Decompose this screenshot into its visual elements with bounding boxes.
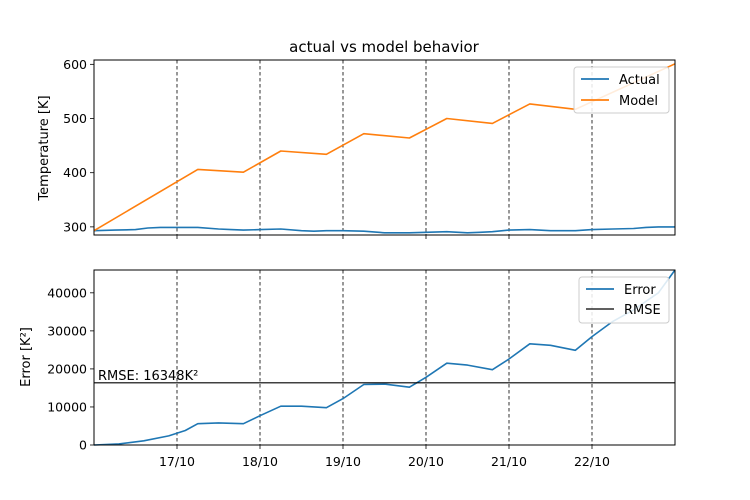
top-y-ticks: 300 400 500 600 bbox=[63, 57, 94, 234]
top-chart-title: actual vs model behavior bbox=[289, 38, 480, 56]
legend-label-actual: Actual bbox=[619, 73, 660, 88]
bottom-y-axis-label: Error [K²] bbox=[19, 327, 34, 387]
top-y-tick-label: 400 bbox=[63, 165, 87, 180]
bottom-x-tick-label: 21/10 bbox=[491, 454, 527, 469]
rmse-annotation: RMSE: 16348K² bbox=[98, 369, 198, 384]
bottom-series-layer bbox=[93, 269, 676, 446]
top-y-tick-label: 600 bbox=[63, 57, 87, 72]
bottom-y-tick-label: 20000 bbox=[47, 361, 87, 376]
bottom-x-tick-label: 18/10 bbox=[242, 454, 278, 469]
bottom-y-tick-label: 10000 bbox=[47, 399, 87, 414]
bottom-panel: 0 10000 20000 30000 40000 17/10 18/10 19/10 20/… bbox=[19, 269, 676, 469]
bottom-x-tick-label: 22/10 bbox=[574, 454, 610, 469]
series-line-error bbox=[93, 269, 676, 446]
bottom-legend: Error RMSE bbox=[578, 276, 670, 324]
top-panel: actual vs model behavior 300 400 500 600 Te… bbox=[37, 38, 676, 239]
bottom-y-tick-label: 30000 bbox=[47, 323, 87, 338]
bottom-x-tick-label: 20/10 bbox=[408, 454, 444, 469]
top-y-tick-label: 500 bbox=[63, 111, 87, 126]
top-series-layer bbox=[93, 63, 676, 234]
top-x-ticks bbox=[176, 235, 593, 239]
top-y-axis-label: Temperature [K] bbox=[37, 95, 52, 201]
legend-label-error: Error bbox=[624, 283, 656, 298]
top-grid bbox=[176, 60, 593, 235]
bottom-y-tick-label: 0 bbox=[79, 438, 87, 453]
series-line-model bbox=[93, 63, 676, 232]
top-legend: Actual Model bbox=[573, 66, 670, 114]
bottom-x-tick-label: 17/10 bbox=[159, 454, 195, 469]
top-y-tick-label: 300 bbox=[63, 219, 87, 234]
bottom-x-tick-label: 19/10 bbox=[325, 454, 361, 469]
bottom-y-ticks: 0 10000 20000 30000 40000 bbox=[47, 285, 94, 453]
bottom-axes-frame bbox=[93, 269, 676, 446]
top-axes-frame bbox=[93, 59, 676, 236]
legend-label-model: Model bbox=[619, 94, 658, 109]
series-line-actual bbox=[93, 226, 675, 234]
legend-label-rmse: RMSE bbox=[624, 303, 661, 318]
bottom-x-ticks: 17/10 18/10 19/10 20/10 21/10 22/10 bbox=[159, 445, 610, 469]
bottom-y-tick-label: 40000 bbox=[47, 285, 87, 300]
